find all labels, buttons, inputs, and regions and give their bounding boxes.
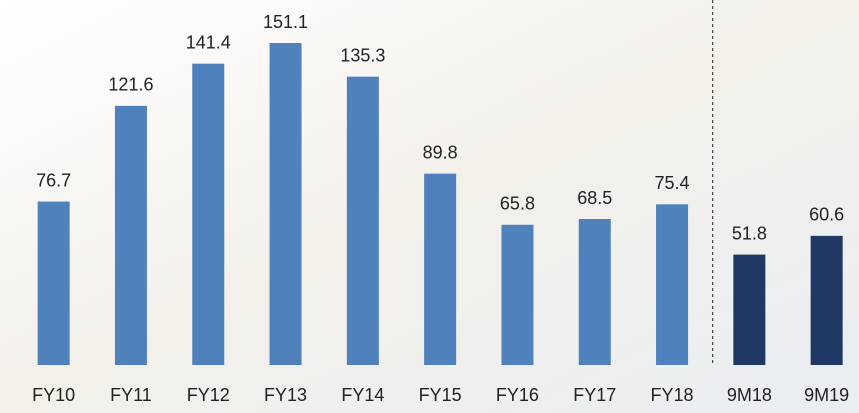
x-tick-label: FY15 <box>419 385 462 405</box>
x-tick-label: FY14 <box>341 385 384 405</box>
data-label: 68.5 <box>577 188 612 208</box>
bar <box>346 76 379 366</box>
data-label: 65.8 <box>500 194 535 214</box>
data-label: 135.3 <box>340 45 385 65</box>
bar <box>578 219 611 365</box>
data-label: 89.8 <box>423 142 458 162</box>
bar <box>192 63 225 365</box>
x-tick-label: 9M18 <box>727 385 772 405</box>
x-tick-label: FY17 <box>573 385 616 405</box>
bar <box>656 204 689 365</box>
data-label: 75.4 <box>655 173 690 193</box>
x-tick-label: FY16 <box>496 385 539 405</box>
bar <box>810 235 843 365</box>
x-tick-label: FY18 <box>651 385 694 405</box>
data-label: 151.1 <box>263 12 308 32</box>
data-label: 121.6 <box>108 75 153 95</box>
bar <box>269 43 302 365</box>
bar <box>424 173 457 365</box>
bar <box>733 254 766 365</box>
bar <box>501 224 534 365</box>
bar <box>37 201 70 365</box>
x-tick-label: FY10 <box>32 385 75 405</box>
data-label: 76.7 <box>36 170 71 190</box>
x-tick-label: FY12 <box>187 385 230 405</box>
bar <box>114 105 147 365</box>
x-tick-label: FY11 <box>110 385 152 405</box>
x-tick-label: 9M19 <box>804 385 849 405</box>
x-tick-label: FY13 <box>264 385 307 405</box>
data-label: 60.6 <box>809 205 844 225</box>
data-label: 51.8 <box>732 223 767 243</box>
data-label: 141.4 <box>186 32 231 52</box>
